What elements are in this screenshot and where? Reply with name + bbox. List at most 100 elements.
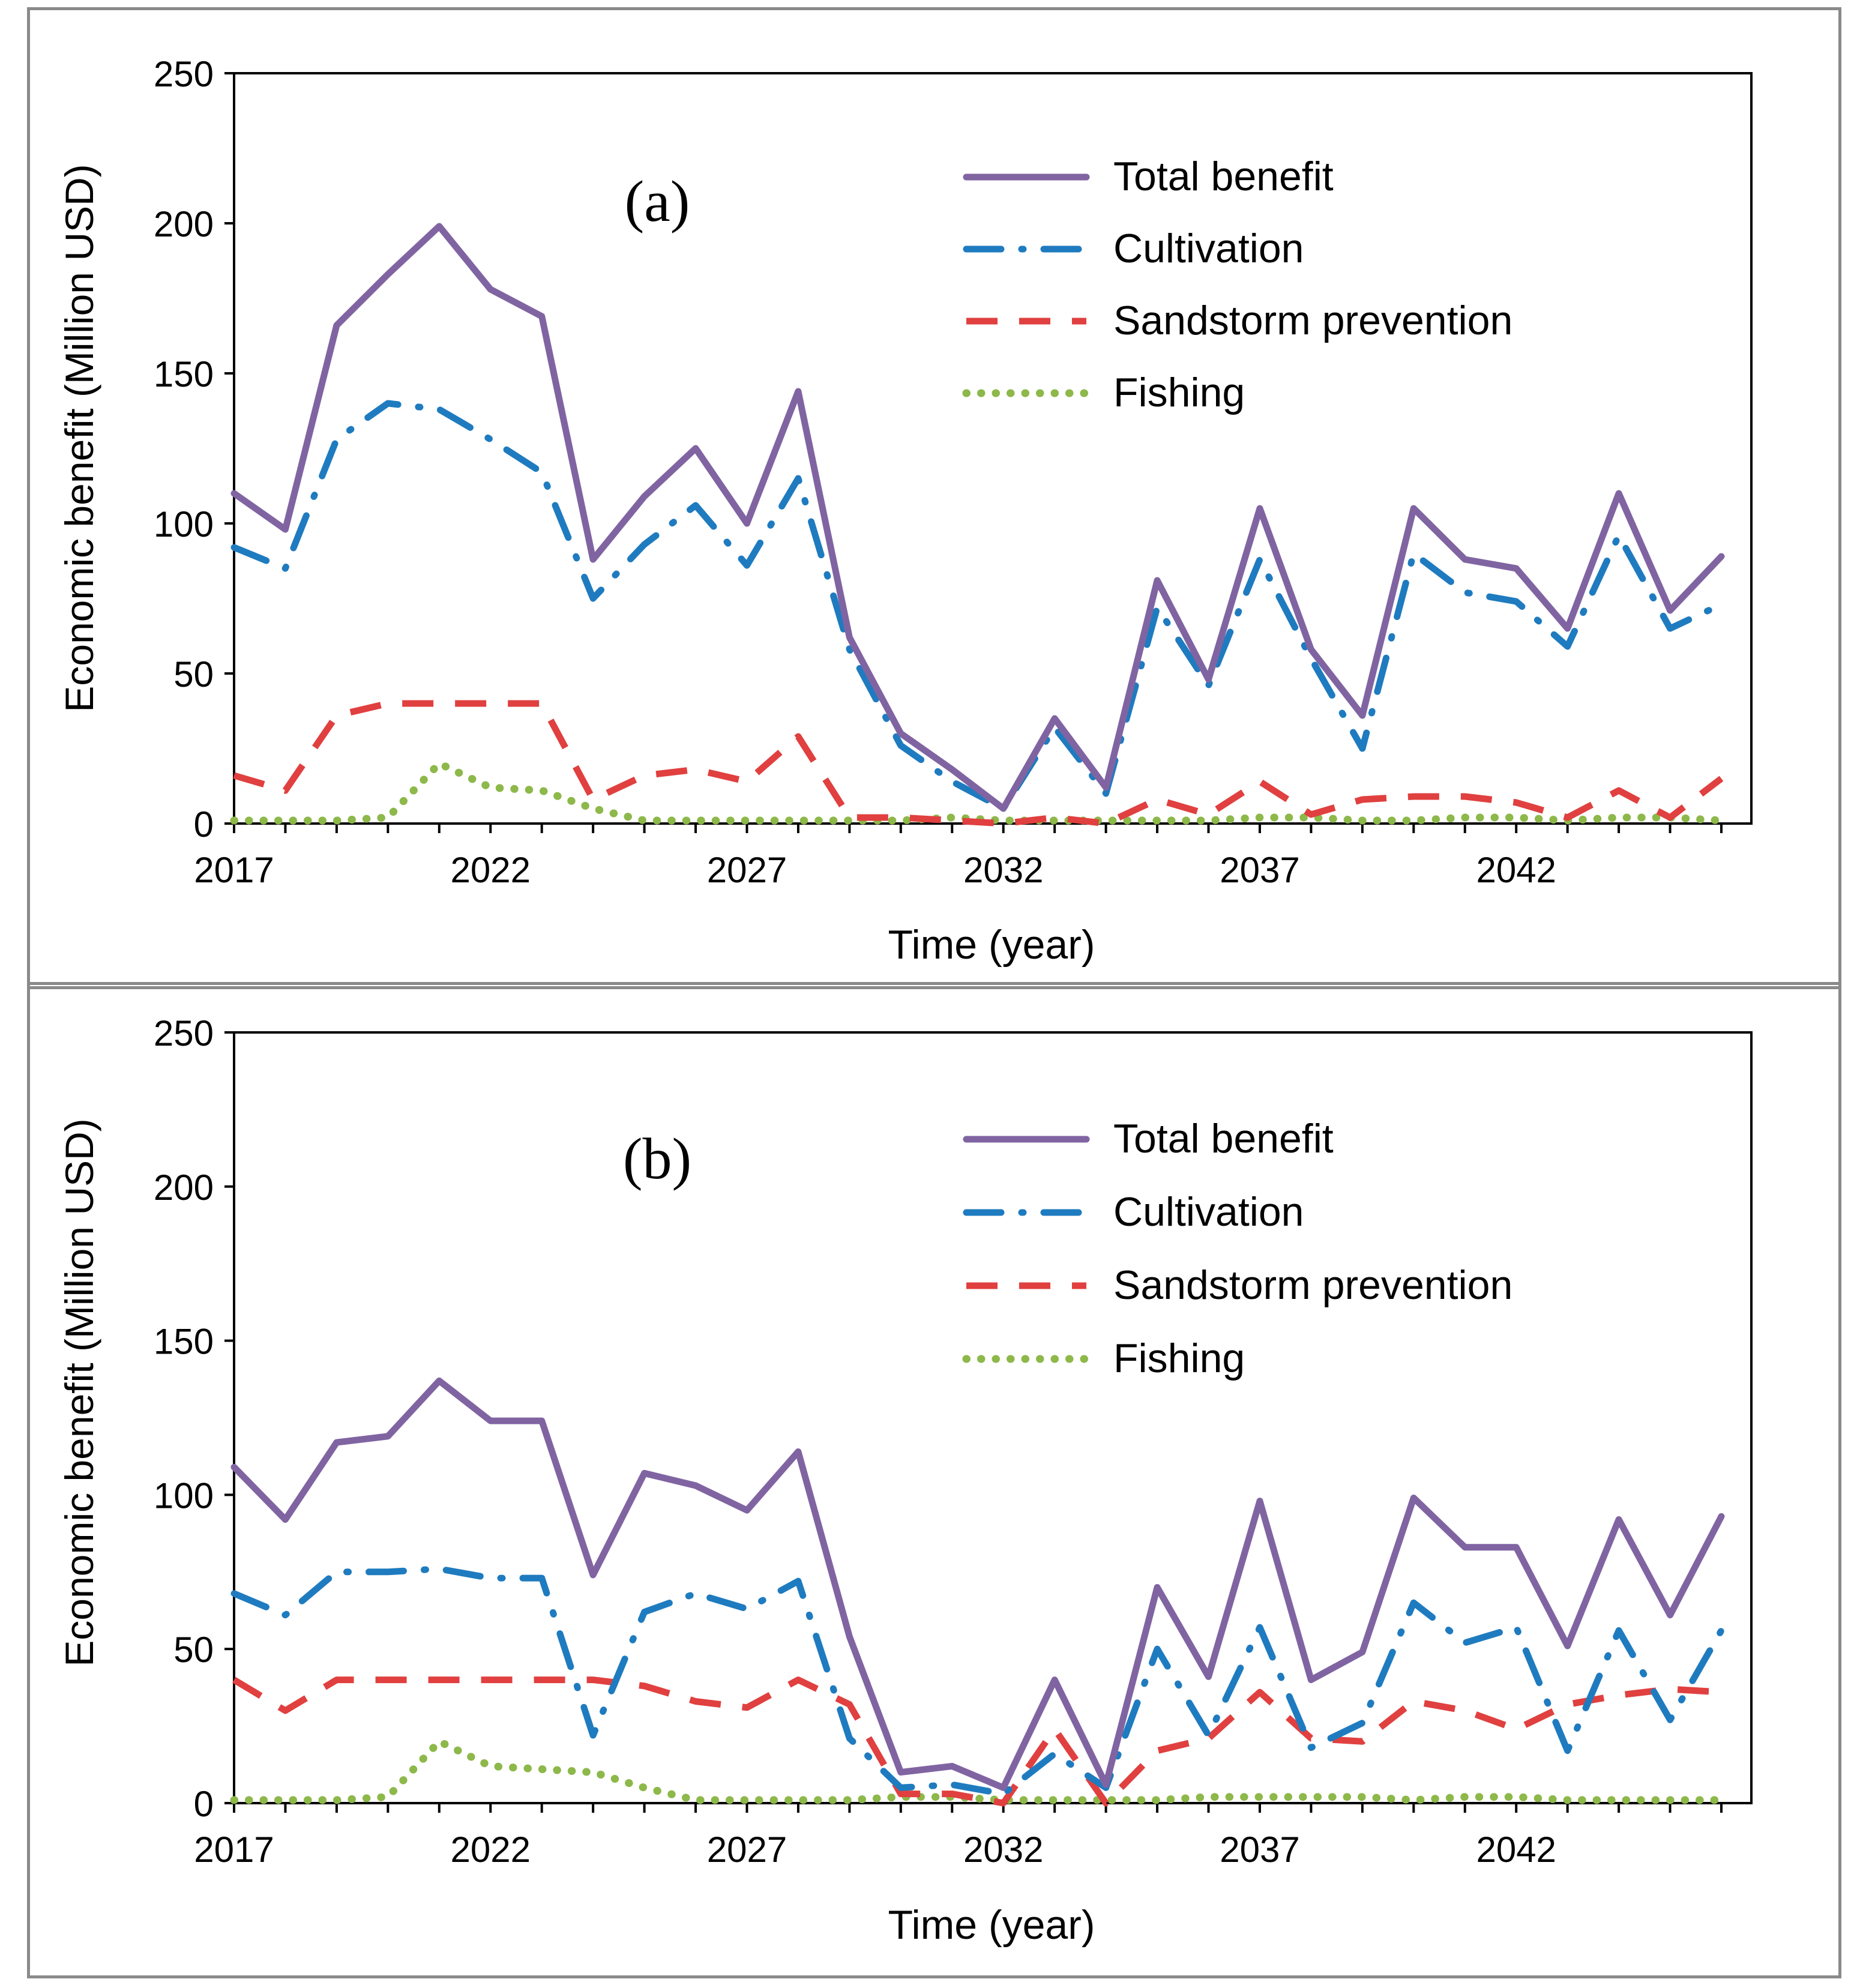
y-axis-label: Economic benefit (Million USD) [57,1118,101,1666]
data-point [1207,678,1211,681]
data-point [540,1576,544,1580]
plot-area [233,72,1753,825]
data-point [386,1435,390,1438]
data-point [745,1798,749,1802]
x-tick-label: 2037 [1220,850,1299,890]
data-point [694,1592,697,1595]
legend-label: Cultivation [1113,226,1304,271]
y-tick-label: 250 [154,54,214,94]
legend-label: Cultivation [1113,1189,1304,1235]
series-line-cultivation [230,400,1725,812]
data-point [899,1786,903,1789]
data-point [283,1709,287,1712]
data-point [283,567,287,570]
data-point [591,597,595,600]
data-point [847,1736,851,1740]
data-point [1617,492,1621,495]
data-point [1566,645,1570,648]
data-point [1669,627,1672,630]
data-point [1258,780,1262,783]
data-point [745,780,749,783]
data-point [232,1798,236,1802]
x-tick-label: 2032 [963,850,1043,890]
data-point [1053,1727,1056,1731]
data-point [694,447,697,450]
panel-label: (b) [623,1127,691,1191]
data-point [1412,552,1415,555]
data-point [1463,1795,1467,1799]
series-line-cultivation [230,1565,1725,1798]
y-tick-label: 100 [154,1475,214,1516]
x-tick-label: 2027 [707,850,787,890]
data-point [1617,1628,1621,1632]
data-point [1617,534,1621,537]
data-point [1053,1678,1056,1682]
data-point [1463,795,1467,798]
data-point [335,819,339,822]
data-point [1361,1650,1364,1654]
data-point [1463,558,1467,561]
data-point [438,1678,441,1682]
data-point [1514,801,1518,804]
data-point [1412,1798,1415,1802]
data-point [1155,1647,1159,1651]
data-point [335,1798,339,1802]
data-point [643,1786,646,1789]
legend-label: Total benefit [1113,154,1334,199]
series-line-fishing [230,1737,1726,1804]
data-point [1258,1690,1262,1694]
data-point [847,1798,851,1802]
data-point [540,315,544,318]
y-tick-label: 50 [173,1630,214,1670]
legend-label: Sandstorm prevention [1113,298,1512,343]
data-point [1412,507,1415,510]
x-tick-label: 2017 [194,1830,274,1870]
data-point [643,1610,646,1614]
data-point [847,636,851,639]
data-point [540,471,544,474]
data-point [950,768,954,771]
data-point [335,438,339,441]
data-point [847,816,851,819]
data-point [591,558,595,561]
data-point [1361,819,1364,822]
data-point [386,1795,390,1799]
data-point [232,819,236,822]
data-point [1463,816,1467,819]
data-point [1155,819,1159,822]
data-point [1566,816,1570,819]
data-point [745,1706,749,1709]
data-point [796,1678,800,1682]
data-point [1617,789,1621,792]
data-point [643,1471,646,1475]
data-point [386,402,390,405]
data-point [283,528,287,531]
data-point [1566,1644,1570,1648]
data-point [643,774,646,777]
data-point [1463,591,1467,594]
data-point [386,1570,390,1574]
data-point [694,1798,697,1802]
data-point [438,762,441,765]
y-tick-label: 200 [154,204,214,244]
data-point [1053,1798,1056,1802]
x-tick-label: 2032 [963,1830,1043,1870]
data-point [694,504,697,507]
data-point [232,1465,236,1469]
data-point [489,1576,492,1580]
series-line-sandstorm-prevention [233,700,1724,827]
panel-label: (a) [625,169,690,234]
data-point [1514,816,1518,819]
data-point [335,714,339,717]
data-point [232,492,236,495]
data-point [745,564,749,567]
data-point [1309,657,1313,660]
data-point [489,1764,492,1768]
data-point [591,1733,595,1737]
data-point [1207,1733,1211,1737]
data-point [386,273,390,276]
chart-a: (a) Time (year) Economic benefit (Millio… [57,54,1753,968]
series-line-sandstorm-prevention [232,1676,1722,1807]
x-tick-label: 2017 [194,850,274,890]
data-point [335,1441,339,1444]
